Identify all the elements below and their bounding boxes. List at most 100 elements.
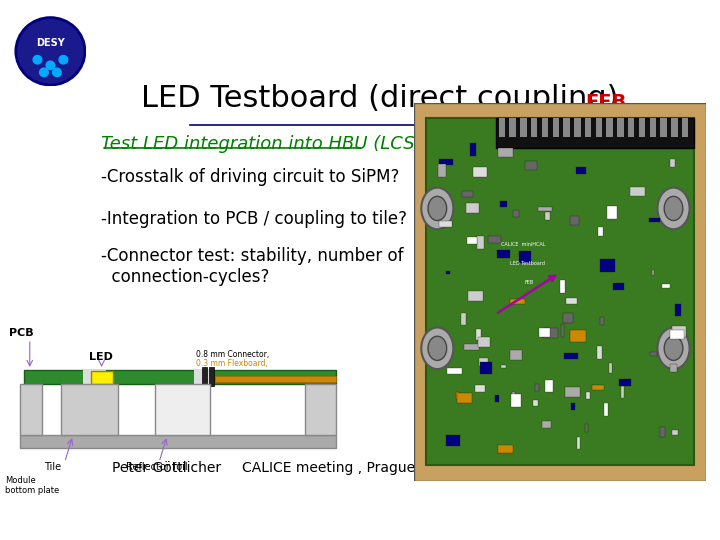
Bar xyxy=(525,161,537,171)
Bar xyxy=(474,167,487,177)
Bar xyxy=(470,143,476,156)
Bar xyxy=(495,395,498,402)
Bar xyxy=(609,363,612,373)
Circle shape xyxy=(664,336,683,360)
Bar xyxy=(446,271,450,274)
Bar xyxy=(531,118,537,137)
Bar xyxy=(475,384,485,391)
Circle shape xyxy=(428,336,446,360)
Bar xyxy=(477,337,490,347)
Bar xyxy=(660,118,667,137)
Text: CALICE meeting , Prague, 13-September 2007: CALICE meeting , Prague, 13-September 20… xyxy=(242,461,563,475)
Bar xyxy=(202,367,207,386)
Circle shape xyxy=(421,188,454,230)
Circle shape xyxy=(664,197,683,220)
Bar xyxy=(487,237,501,243)
Bar xyxy=(91,371,112,383)
Text: LED: LED xyxy=(89,352,113,362)
Bar xyxy=(456,393,459,399)
Bar xyxy=(477,329,481,340)
Bar xyxy=(586,392,590,399)
Bar xyxy=(545,212,550,220)
Bar xyxy=(560,280,565,293)
Bar xyxy=(542,421,551,428)
Circle shape xyxy=(421,327,454,369)
Bar xyxy=(510,350,522,360)
Circle shape xyxy=(657,188,690,230)
Bar xyxy=(539,328,550,338)
Circle shape xyxy=(59,56,68,64)
Text: -Crosstalk of driving circuit to SiPM?: -Crosstalk of driving circuit to SiPM? xyxy=(101,168,400,186)
Bar xyxy=(670,159,675,167)
Text: Module
bottom plate: Module bottom plate xyxy=(5,476,59,495)
Bar xyxy=(600,259,615,272)
Text: Reflector foil: Reflector foil xyxy=(126,462,188,472)
Bar xyxy=(606,206,617,219)
Bar xyxy=(305,384,336,435)
Bar xyxy=(621,387,624,398)
Bar xyxy=(603,403,608,416)
Bar xyxy=(511,394,521,407)
Bar xyxy=(562,324,564,337)
Circle shape xyxy=(53,68,61,77)
Bar xyxy=(479,359,488,366)
Bar xyxy=(462,191,473,197)
Bar xyxy=(672,326,686,338)
Bar xyxy=(649,218,660,222)
Text: -Connector test: stability, number of
  connection-cycles?: -Connector test: stability, number of co… xyxy=(101,247,404,286)
Bar xyxy=(500,201,508,207)
Bar xyxy=(595,118,602,137)
Bar xyxy=(563,313,573,322)
Bar xyxy=(649,118,656,137)
Bar xyxy=(19,384,42,435)
Bar xyxy=(510,299,526,304)
Text: PCB: PCB xyxy=(9,328,34,338)
Bar xyxy=(438,164,446,177)
Bar xyxy=(155,384,210,435)
Bar xyxy=(631,187,645,195)
Bar xyxy=(544,328,558,339)
Bar xyxy=(439,159,453,165)
Text: CALICE  miniHCAL: CALICE miniHCAL xyxy=(501,242,546,247)
Bar xyxy=(509,118,516,137)
Bar xyxy=(497,249,510,258)
Bar xyxy=(613,283,624,291)
Bar xyxy=(536,384,539,391)
Bar xyxy=(513,210,518,218)
Bar xyxy=(498,148,513,157)
Bar xyxy=(675,304,681,316)
Bar xyxy=(577,437,580,449)
Bar xyxy=(538,207,552,211)
Bar xyxy=(593,384,604,390)
Bar xyxy=(19,435,336,448)
Bar xyxy=(585,424,588,432)
Bar xyxy=(617,118,624,137)
Bar xyxy=(671,118,678,137)
Bar xyxy=(466,203,479,213)
Bar xyxy=(534,400,538,406)
Bar xyxy=(24,370,336,384)
Text: DESY: DESY xyxy=(36,38,65,48)
Bar xyxy=(477,237,485,249)
Bar xyxy=(660,427,665,437)
Bar xyxy=(498,445,513,453)
Bar xyxy=(652,271,654,274)
Bar xyxy=(194,370,212,384)
Bar xyxy=(628,118,634,137)
Bar xyxy=(570,330,586,342)
Bar xyxy=(457,393,472,403)
Bar xyxy=(670,329,685,339)
Text: -Integration to PCB / coupling to tile?: -Integration to PCB / coupling to tile? xyxy=(101,210,408,228)
Bar xyxy=(574,118,580,137)
Circle shape xyxy=(33,56,42,64)
Bar xyxy=(650,352,657,356)
Bar xyxy=(600,317,604,325)
Bar xyxy=(572,403,575,410)
Text: LED Testboard: LED Testboard xyxy=(510,261,545,266)
Bar xyxy=(566,299,577,304)
Bar xyxy=(447,368,462,374)
Bar xyxy=(670,364,677,372)
Text: Test LED integration into HBU (LCS):: Test LED integration into HBU (LCS): xyxy=(101,135,428,153)
Bar xyxy=(639,118,645,137)
Bar xyxy=(598,227,603,235)
